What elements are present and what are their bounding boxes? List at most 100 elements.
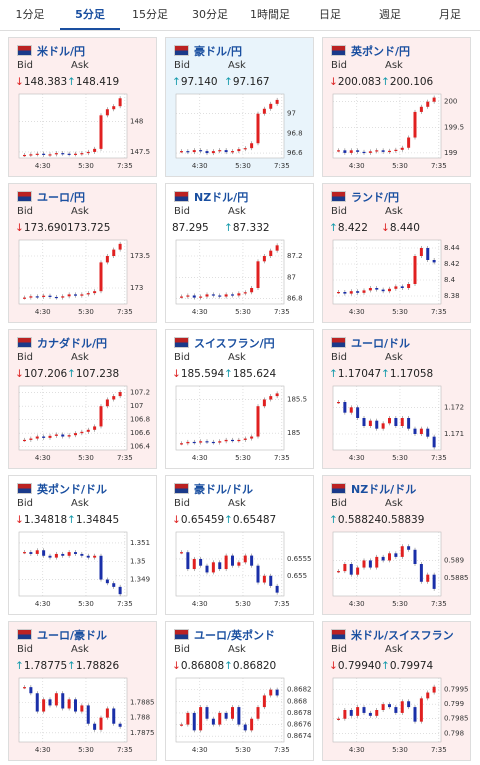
tab[interactable]: 月足 — [439, 8, 461, 21]
candle — [23, 154, 26, 157]
candle — [368, 560, 372, 568]
candle — [86, 429, 90, 432]
y-tick-label: 8.42 — [444, 260, 460, 268]
ask-label: Ask — [385, 498, 403, 509]
candle — [250, 718, 254, 731]
candle — [105, 708, 109, 718]
y-tick-label: 86.8 — [287, 295, 303, 303]
candle — [35, 436, 39, 439]
plot-frame — [18, 677, 128, 743]
tab[interactable]: 15分足 — [132, 8, 168, 21]
candle — [205, 441, 209, 443]
candle — [61, 693, 65, 709]
candle — [262, 108, 266, 114]
flag — [174, 483, 189, 494]
candle — [432, 574, 436, 589]
candle — [211, 441, 215, 444]
candle — [42, 153, 46, 155]
candle — [394, 707, 398, 713]
tab[interactable]: 日足 — [319, 8, 341, 21]
candle — [375, 420, 379, 429]
ask-value: ↑0.79974 — [381, 660, 434, 672]
candle — [413, 428, 417, 434]
card[interactable]: カナダドル/円 Bid Ask ↓107.206 ↑107.238 107.2 107 106… — [8, 329, 157, 469]
bid-value: ↓173.690 — [15, 222, 68, 234]
candle — [394, 418, 398, 426]
candle — [199, 707, 203, 731]
card[interactable]: ユーロ/ドル Bid Ask ↑1.17047 ↑1.17058 1.172 1.171 4:… — [322, 329, 471, 469]
y-tick-label: 8.44 — [444, 244, 460, 252]
candle — [29, 438, 33, 440]
candle — [275, 99, 279, 104]
card[interactable]: 英ポンド/円 Bid Ask ↓200.083 ↑200.106 200 199.5 199 4… — [322, 37, 471, 177]
candle — [407, 418, 411, 429]
candle — [205, 707, 209, 719]
bid-value: ↓0.65459 — [172, 514, 225, 526]
candle — [362, 290, 366, 293]
x-tick-label: 5:30 — [78, 308, 94, 316]
candle — [48, 555, 52, 558]
candle — [237, 293, 241, 296]
x-tick-label: 5:30 — [392, 600, 408, 608]
candle — [432, 436, 436, 448]
bid-value: ↑1.17047 — [329, 368, 382, 380]
candle — [192, 558, 196, 570]
card[interactable]: 米ドル/円 Bid Ask ↓148.383 ↑148.419 148 147.5 4:30 5… — [8, 37, 157, 177]
card[interactable]: 豪ドル/ドル Bid Ask ↓0.65459 ↑0.65487 0.6555 0.655 4… — [165, 475, 314, 615]
mini-chart: 1.351 1.35 1.349 4:30 5:30 7:35 — [18, 531, 150, 608]
candle — [362, 418, 366, 426]
candle — [48, 435, 52, 438]
candle — [356, 567, 360, 575]
tab[interactable]: 1分足 — [15, 8, 45, 21]
candle — [362, 707, 366, 713]
candle — [419, 248, 423, 256]
card[interactable]: ユーロ/英ポンド Bid Ask ↓0.86808 ↑0.86820 0.8682 0.86… — [165, 621, 314, 761]
card[interactable]: ユーロ/円 Bid Ask ↓173.690 173.725 173.5 173 4:30 5:… — [8, 183, 157, 323]
candle — [426, 428, 430, 437]
candle — [349, 150, 353, 153]
candle — [413, 707, 417, 722]
y-tick-label: 96.6 — [287, 149, 303, 157]
card[interactable]: 米ドル/スイスフラン Bid Ask ↓0.79940 ↑0.79974 0.7995 0.… — [322, 621, 471, 761]
x-tick-label: 7:35 — [117, 746, 133, 754]
candle — [337, 292, 340, 294]
card[interactable]: 豪ドル/円 Bid Ask ↑97.140 ↑97.167 97 96.8 96.6 4:30 5… — [165, 37, 314, 177]
plot-frame — [175, 531, 285, 597]
candle — [54, 553, 58, 558]
bid-value: ↓0.79940 — [329, 660, 382, 672]
tab[interactable]: 5分足 — [60, 0, 120, 30]
candle — [413, 549, 417, 564]
candle — [74, 294, 77, 296]
card[interactable]: 英ポンド/ドル Bid Ask ↓1.34818 ↑1.34845 1.351 1.35 1.… — [8, 475, 157, 615]
candle — [118, 98, 122, 107]
tab[interactable]: 30分足 — [192, 8, 228, 21]
tab[interactable]: 週足 — [379, 8, 401, 21]
candle — [262, 399, 266, 407]
candle — [237, 439, 241, 442]
card[interactable]: スイスフラン/円 Bid Ask ↓185.594 ↑185.624 185.5 185 4:… — [165, 329, 314, 469]
mini-chart: 107.2 107 106.8 106.6 106.4 4:30 5:30 7:35 — [18, 385, 151, 462]
card[interactable]: ランド/円 Bid Ask ↑8.422 ↓8.440 8.44 8.42 8.4 8.38 4:… — [322, 183, 471, 323]
plot-frame — [175, 93, 285, 159]
y-tick-label: 0.7995 — [444, 686, 469, 694]
candle — [407, 284, 411, 288]
candle — [343, 564, 347, 572]
candle — [381, 150, 385, 152]
x-tick-label: 4:30 — [192, 600, 208, 608]
ask-label: Ask — [385, 644, 403, 655]
candle — [250, 288, 254, 293]
candle — [400, 701, 404, 713]
card[interactable]: NZドル/円 Bid Ask 87.295 ↑87.332 87.2 87 86.8 4:30 5… — [165, 183, 314, 323]
candle — [224, 150, 228, 153]
x-tick-label: 4:30 — [35, 454, 51, 462]
card[interactable]: ユーロ/豪ドル Bid Ask ↑1.78775 ↑1.78826 1.7885 1.788… — [8, 621, 157, 761]
candle — [48, 295, 52, 297]
candle — [231, 439, 234, 442]
candle — [180, 552, 183, 554]
ask-label: Ask — [228, 498, 246, 509]
tab[interactable]: 1時間足 — [250, 8, 290, 21]
candle — [269, 250, 273, 256]
candle — [80, 705, 84, 712]
pair-name: 豪ドル/円 — [194, 45, 243, 58]
card[interactable]: NZドル/ドル Bid Ask ↑0.58824 0.58839 0.589 0.5885 4… — [322, 475, 471, 615]
